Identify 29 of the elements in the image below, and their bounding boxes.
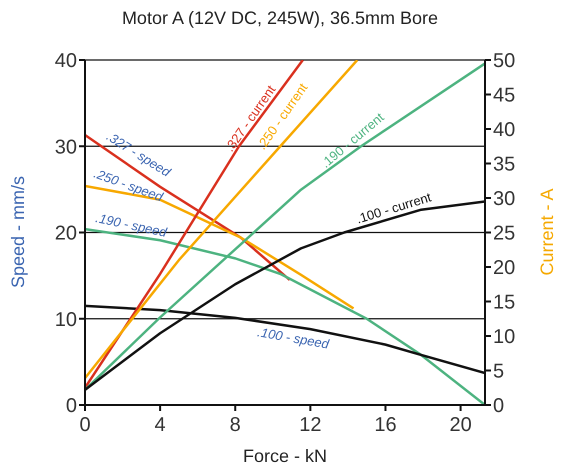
y2-tick-label: 35: [493, 154, 516, 176]
x-tick-label: 4: [154, 414, 166, 436]
x-tick-label: 16: [374, 414, 397, 436]
y2-tick-label: 25: [493, 222, 516, 245]
y-axis-title: Speed - mm/s: [8, 176, 28, 288]
y-tick-label: 0: [66, 395, 77, 418]
y-tick-label: 10: [54, 308, 77, 331]
x-tick-label: 0: [79, 414, 91, 436]
y2-tick-label: 45: [493, 84, 516, 107]
y-tick-label: 20: [54, 222, 77, 245]
y-tick-label: 40: [54, 50, 77, 72]
y2-tick-label: 15: [493, 292, 516, 314]
x-tick-label: 20: [449, 414, 472, 436]
y2-tick-label: 5: [493, 360, 504, 383]
y2-tick-label: 10: [493, 326, 516, 348]
text: .100 - current: [354, 189, 434, 226]
y2-tick-label: 50: [493, 50, 516, 72]
chart-title: Motor A (12V DC, 245W), 36.5mm Bore: [122, 8, 438, 28]
y2-tick-label: 30: [493, 188, 516, 210]
x-tick-label: 8: [230, 414, 241, 436]
y2-tick-label: 40: [493, 119, 516, 142]
y2-tick-label: 20: [493, 257, 516, 280]
x-axis-title: Force - kN: [242, 446, 328, 466]
text: .100 - speed: [256, 324, 331, 352]
y2-tick-label: 0: [493, 395, 504, 418]
x-tick-label: 12: [299, 414, 322, 436]
y-tick-label: 30: [54, 136, 77, 158]
text: .190 - speed: [94, 210, 169, 240]
y2-axis-title: Current - A: [537, 188, 557, 276]
